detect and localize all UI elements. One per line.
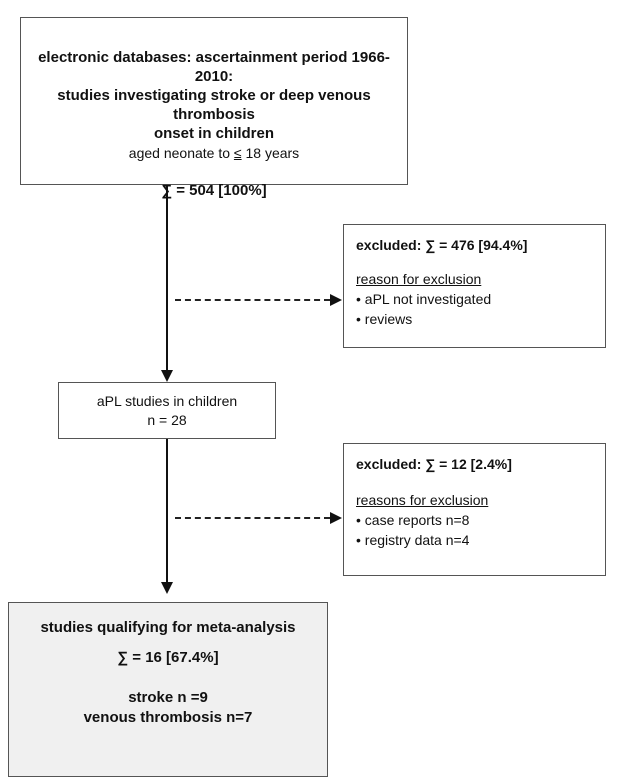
meta-analysis-stroke: stroke n =9 [128,689,208,706]
arrowhead-1 [161,370,173,382]
databases-line-2: studies investigating stroke or deep ven… [57,87,371,123]
age-range: aged neonate to ≤ 18 years [21,143,407,163]
meta-analysis-box: studies qualifying for meta-analysis ∑ =… [8,602,328,777]
databases-line-3: onset in children [153,125,274,142]
excluded-2-title: excluded: ∑ = 12 [2.4%] [356,456,512,472]
age-prefix: aged neonate to [128,145,234,161]
excluded-1-item-2: • reviews [356,311,413,327]
dashed-arrow-1 [175,299,330,301]
databases-box: electronic databases: ascertainment peri… [20,17,408,199]
excluded-1-reason-heading: reason for exclusion [356,271,482,287]
dashed-arrow-2 [175,517,330,519]
flow-line-2 [166,439,168,582]
apl-studies-line-1: aPL studies in children [96,393,238,409]
excluded-box-2: excluded: ∑ = 12 [2.4%] reasons for excl… [343,443,606,576]
arrowhead-2 [161,582,173,594]
apl-studies-box: aPL studies in children n = 28 [58,382,276,439]
age-suffix: 18 years [241,145,300,161]
arrowhead-right-1 [330,294,342,306]
databases-total: ∑ = 504 [100%] [161,182,267,199]
excluded-2-reason-heading: reasons for exclusion [356,492,489,508]
meta-analysis-venous: venous thrombosis n=7 [83,709,253,726]
databases-line-1: electronic databases: ascertainment peri… [38,49,390,85]
excluded-1-item-1: • aPL not investigated [356,291,492,307]
arrowhead-right-2 [330,512,342,524]
excluded-2-item-1: • case reports n=8 [356,512,470,528]
excluded-box-1: excluded: ∑ = 476 [94.4%] reason for exc… [343,224,606,348]
meta-analysis-total: ∑ = 16 [67.4%] [117,649,219,666]
excluded-1-title: excluded: ∑ = 476 [94.4%] [356,237,528,253]
apl-studies-line-2: n = 28 [147,412,187,428]
meta-analysis-title: studies qualifying for meta-analysis [40,619,296,636]
age-symbol: ≤ [233,145,242,161]
flow-line-1 [166,185,168,372]
excluded-2-item-2: • registry data n=4 [356,532,470,548]
